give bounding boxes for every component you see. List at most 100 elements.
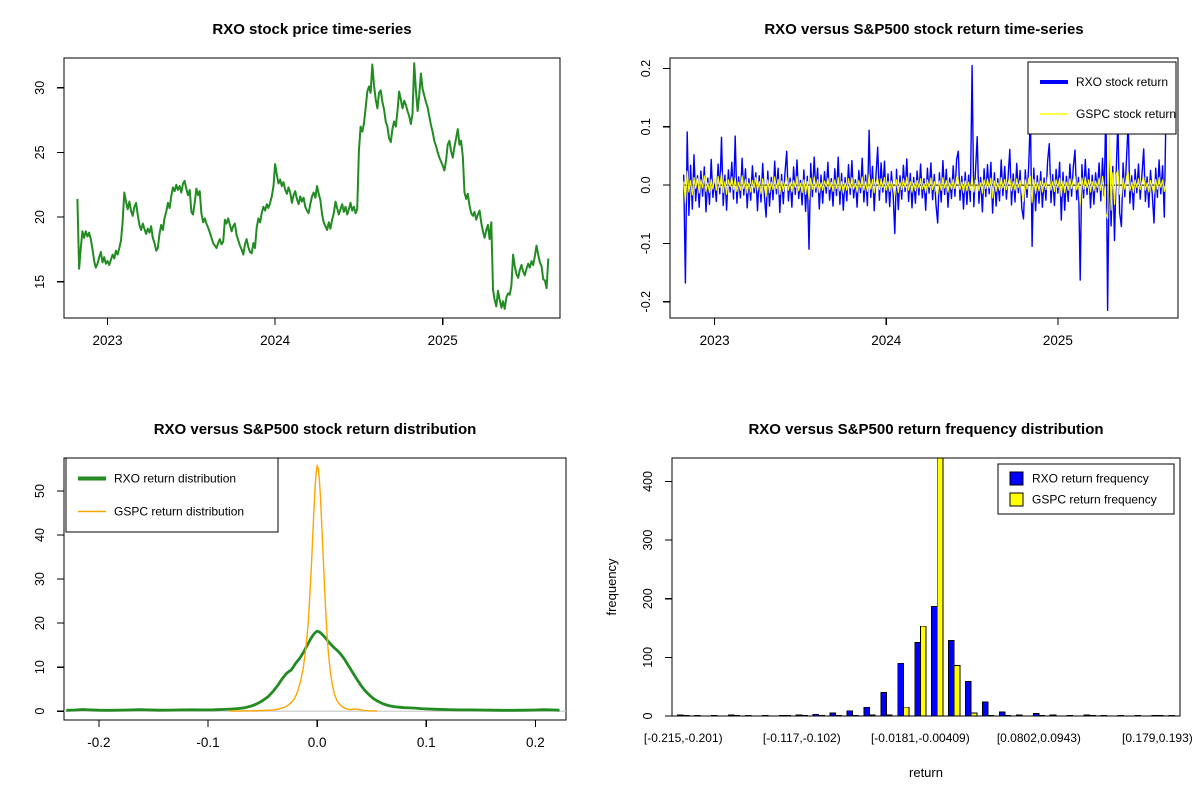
bar-rxo [711, 714, 718, 716]
y-tick-label: 50 [33, 484, 47, 498]
bar-rxo [863, 706, 871, 716]
bar-gspc [936, 458, 944, 716]
bar-rxo [998, 711, 1006, 716]
bar-rxo [1015, 714, 1023, 716]
legend-label: RXO return distribution [114, 472, 236, 486]
panel-return-time-series: -0.2 -0.1 0.0 0.1 0.2 2023 2024 2025 RXO versus … [600, 0, 1200, 400]
series-line-0 [683, 64, 1167, 312]
bar-rxo [761, 714, 769, 716]
legend-label: GSPC return distribution [114, 505, 244, 519]
x-tick-label: 2024 [871, 333, 902, 348]
bar-rxo [1168, 714, 1175, 716]
panel-return-frequency: 0 100 200 300 400 RXO versus S&P500 return fr… [600, 400, 1200, 800]
plot-box [669, 57, 1179, 319]
return-frequency-chart: 0 100 200 300 400 RXO versus S&P500 return fr… [604, 421, 1193, 780]
bar-rxo [846, 710, 854, 716]
x-axis-title: return [909, 765, 943, 780]
bar-rxo [1032, 713, 1040, 716]
legend-label: RXO return frequency [1032, 472, 1149, 486]
x-tick-label: 0.0 [308, 735, 327, 750]
x-tick-label: 2023 [93, 333, 123, 348]
legend-label: GSPC return frequency [1032, 493, 1157, 507]
series-line-1 [229, 464, 378, 712]
legend-label: GSPC stock return [1076, 107, 1176, 121]
bar-rxo [1151, 714, 1158, 716]
x-tick-label: 2025 [428, 333, 458, 348]
return-time-series-chart: -0.2 -0.1 0.0 0.1 0.2 2023 2024 2025 RXO versus … [639, 21, 1179, 348]
legend-box [997, 463, 1175, 515]
y-tick-label: 0.2 [639, 60, 653, 77]
plot-box [671, 457, 1181, 717]
bar-gspc [987, 714, 995, 716]
y-tick-label: 40 [33, 528, 47, 542]
x-tick-label: 2025 [1043, 333, 1073, 348]
panel-return-distribution: 0 10 20 30 40 50 -0.2 -0.1 0.0 0.1 0.2 RXO versus S… [0, 400, 600, 800]
x-tick-label: 0.1 [417, 735, 436, 750]
bar-gspc [970, 712, 978, 716]
y-axis-title: frequency [604, 558, 619, 616]
y-tick-label: 0.0 [639, 176, 653, 193]
y-tick-label: 200 [641, 588, 655, 609]
y-tick-label: 20 [33, 616, 47, 630]
bar-gspc [869, 714, 876, 716]
bar-rxo [829, 712, 837, 716]
bar-gspc [733, 714, 741, 716]
bar-gspc [1089, 714, 1096, 716]
y-tick-label: -0.1 [639, 233, 653, 255]
bar-gspc [902, 706, 910, 716]
bar-rxo [1134, 714, 1141, 716]
plot-box [63, 57, 561, 319]
bar-rxo [931, 605, 938, 716]
y-tick-label: 400 [641, 471, 655, 492]
legend-label: RXO stock return [1076, 75, 1168, 89]
chart-title: RXO stock price time-series [212, 21, 411, 38]
bar-rxo [948, 639, 955, 716]
x-tick-label: 2023 [700, 333, 730, 348]
y-tick-label: 30 [33, 81, 47, 95]
chart-title: RXO versus S&P500 return frequency distr… [748, 421, 1103, 438]
bar-gspc [818, 714, 825, 716]
bar-rxo [914, 642, 921, 716]
bar-gspc [1038, 714, 1045, 716]
y-tick-label: 300 [641, 530, 655, 551]
bar-rxo [1117, 714, 1124, 716]
y-tick-label: -0.2 [639, 291, 653, 313]
legend-swatch-box [1009, 471, 1024, 486]
bin-label: [0.0802,0.0943) [997, 731, 1081, 745]
x-tick-label: -0.2 [87, 735, 110, 750]
series-line-0 [66, 629, 560, 712]
bar-gspc [682, 714, 690, 716]
bar-rxo [880, 692, 887, 716]
x-tick-label: 2024 [260, 333, 291, 348]
x-tick-label: 0.2 [526, 735, 545, 750]
bin-label: [-0.117,-0.102) [763, 731, 841, 745]
y-tick-label: 15 [33, 275, 47, 289]
bar-rxo [1100, 714, 1108, 716]
bin-label: [-0.215,-0.201) [644, 731, 723, 745]
bar-rxo [981, 701, 989, 716]
bar-gspc [953, 665, 961, 716]
bar-gspc [801, 714, 808, 716]
y-tick-label: 100 [641, 647, 655, 668]
bar-rxo [897, 662, 904, 716]
bar-gspc [852, 714, 859, 716]
y-tick-label: 30 [33, 572, 47, 586]
bar-rxo [1049, 714, 1057, 716]
chart-title: RXO versus S&P500 stock return time-seri… [764, 21, 1083, 38]
plot-box [63, 457, 567, 721]
bin-label: [0.179,0.193) [1122, 731, 1193, 745]
bar-rxo [744, 714, 752, 716]
y-tick-label: 0.1 [639, 118, 653, 135]
bar-gspc [835, 714, 842, 716]
y-tick-label: 10 [33, 660, 47, 674]
bar-rxo [694, 714, 701, 716]
bar-gspc [886, 714, 893, 716]
bar-rxo [778, 714, 786, 716]
series-line-1 [683, 132, 1167, 220]
bar-gspc [919, 625, 927, 716]
bar-rxo [1066, 714, 1074, 716]
y-tick-label: 0 [33, 708, 47, 715]
legend-box [1027, 61, 1177, 135]
